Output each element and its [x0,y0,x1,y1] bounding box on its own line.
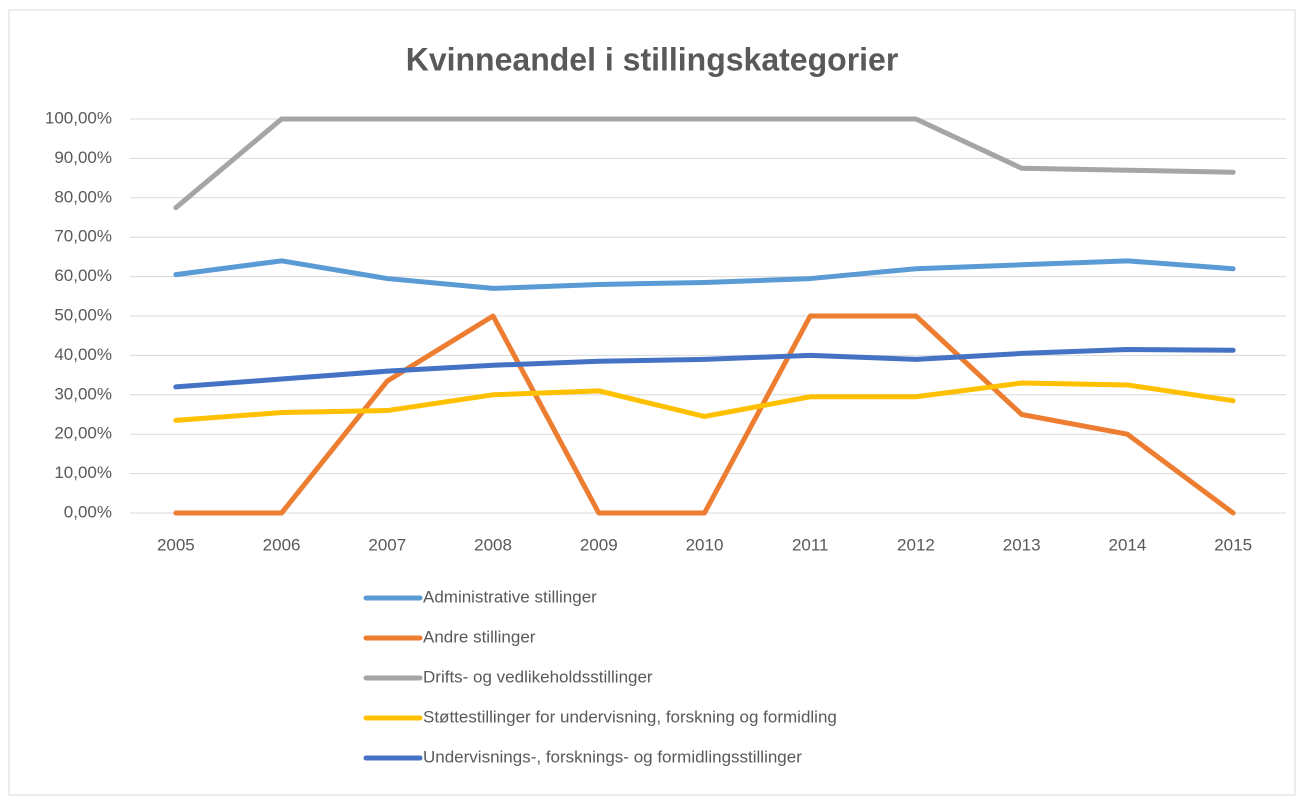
y-tick-label: 20,00% [54,424,112,443]
y-tick-label: 80,00% [54,187,112,206]
x-tick-label: 2006 [263,535,301,554]
y-tick-label: 70,00% [54,227,112,246]
y-tick-label: 30,00% [54,384,112,403]
x-tick-label: 2012 [897,535,935,554]
x-tick-label: 2007 [368,535,406,554]
x-tick-label: 2009 [580,535,618,554]
y-tick-label: 10,00% [54,463,112,482]
legend-label: Undervisnings-, forsknings- og formidlin… [423,747,802,766]
x-tick-label: 2005 [157,535,195,554]
x-tick-label: 2013 [1003,535,1041,554]
chart-title: Kvinneandel i stillingskategorier [406,41,899,77]
legend-label: Drifts- og vedlikeholdsstillinger [423,667,653,686]
y-tick-label: 0,00% [64,502,112,521]
legend-label: Andre stillinger [423,627,536,646]
y-tick-label: 50,00% [54,305,112,324]
x-tick-label: 2015 [1214,535,1252,554]
y-tick-label: 60,00% [54,266,112,285]
x-tick-label: 2011 [792,535,829,554]
line-series [173,313,1236,516]
x-tick-label: 2014 [1108,535,1146,554]
y-tick-label: 40,00% [54,345,112,364]
line-series [173,346,1236,390]
y-tick-label: 90,00% [54,148,112,167]
line-series [173,380,1236,423]
y-tick-label: 100,00% [45,108,112,127]
line-series [173,258,1236,291]
legend-label: Støttestillinger for undervisning, forsk… [423,707,837,726]
x-tick-label: 2010 [686,535,724,554]
legend-label: Administrative stillinger [423,587,597,606]
x-tick-label: 2008 [474,535,512,554]
line-series [173,116,1236,211]
